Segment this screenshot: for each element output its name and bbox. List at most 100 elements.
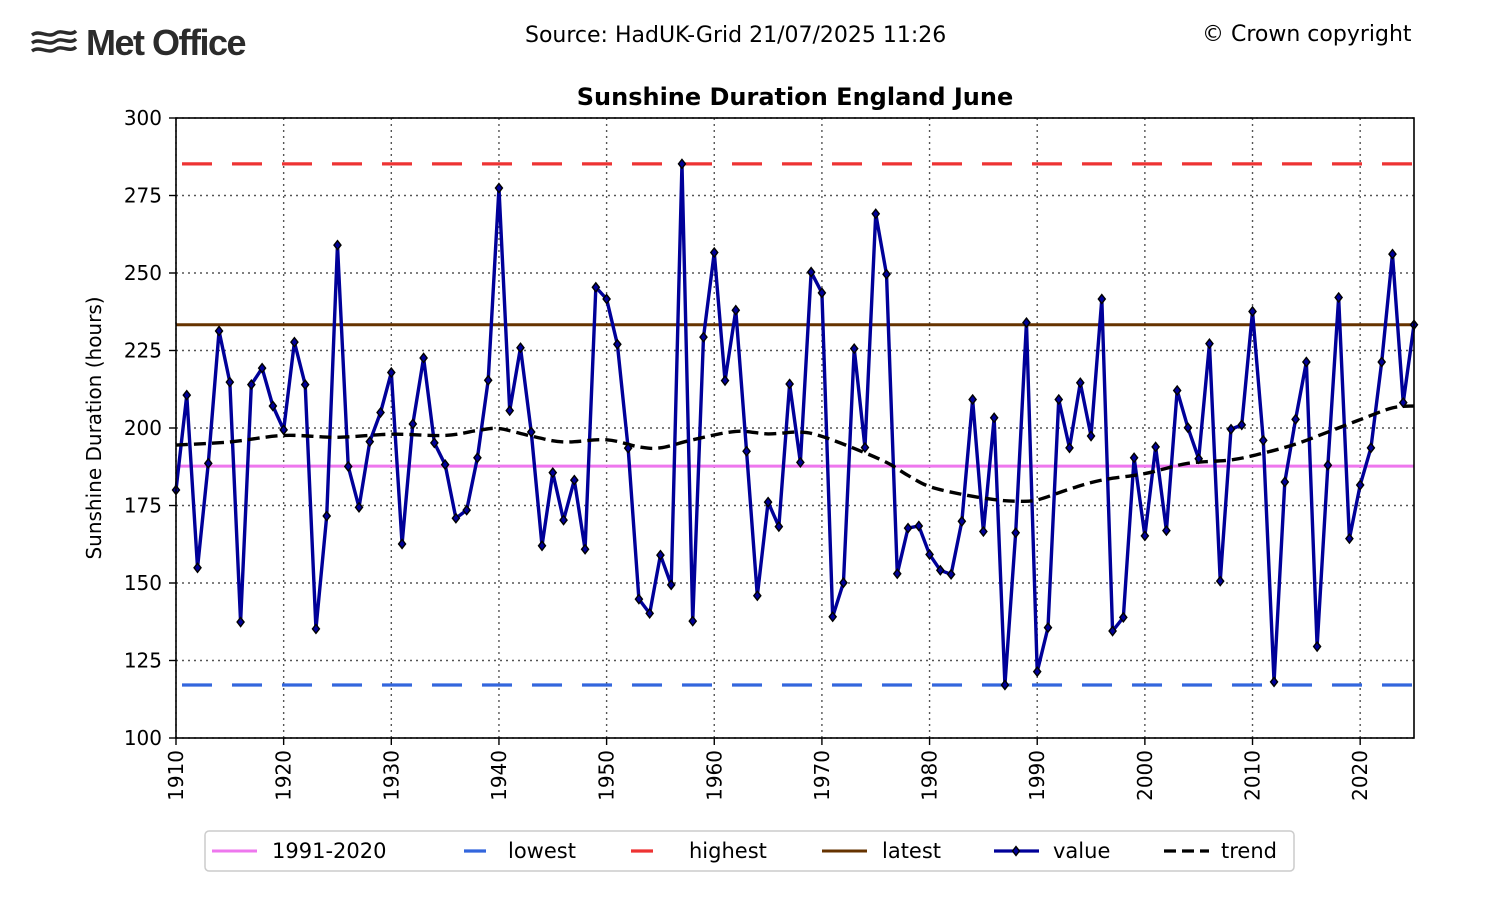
value-marker <box>892 568 902 580</box>
value-marker <box>946 568 956 580</box>
series <box>171 158 1419 691</box>
value-marker <box>731 304 741 316</box>
source-label: Source: HadUK-Grid 21/07/2025 11:26 <box>525 23 947 48</box>
value-marker <box>1000 679 1010 691</box>
value-marker <box>752 590 762 602</box>
value-marker <box>376 406 385 419</box>
value-marker <box>1280 476 1290 488</box>
value-marker <box>462 504 472 516</box>
legend-item-lowest: lowest <box>464 839 576 863</box>
value-marker <box>828 611 838 623</box>
value-marker <box>677 158 687 170</box>
value-marker <box>1129 452 1139 464</box>
value-marker <box>354 501 364 514</box>
value-marker <box>1237 419 1247 431</box>
x-tick-label: 1960 <box>702 750 726 801</box>
value-marker <box>300 378 310 391</box>
value-marker <box>279 424 289 436</box>
value-marker <box>526 426 536 438</box>
trend-line <box>175 404 1415 504</box>
value-marker <box>1312 640 1322 653</box>
value-marker <box>645 607 655 620</box>
x-tick-label: 1980 <box>918 750 942 801</box>
value-marker <box>1054 393 1064 406</box>
value-marker <box>494 182 504 194</box>
y-tick-label: 150 <box>124 571 162 595</box>
reference-lines <box>176 162 1414 687</box>
value-marker <box>1108 625 1117 637</box>
value-marker <box>935 564 945 576</box>
value-marker <box>591 281 601 293</box>
value-marker <box>1388 248 1397 260</box>
value-marker <box>505 404 515 417</box>
value-marker <box>602 293 611 305</box>
value-marker <box>569 474 579 486</box>
value-marker <box>709 246 719 259</box>
value-marker <box>1075 377 1085 389</box>
value-marker <box>1043 621 1053 634</box>
legend-label: trend <box>1221 839 1277 863</box>
y-tick-label: 300 <box>124 106 162 130</box>
value-marker <box>440 458 450 471</box>
waves-icon <box>30 29 78 53</box>
value-marker <box>1334 291 1344 304</box>
x-tick-label: 1920 <box>272 750 296 801</box>
value-marker <box>817 287 827 299</box>
value-marker <box>365 435 375 448</box>
value-marker <box>548 466 558 479</box>
x-tick-label: 2000 <box>1133 750 1157 801</box>
value-marker <box>1140 530 1150 542</box>
value-marker <box>612 338 622 350</box>
value-marker <box>1215 575 1225 587</box>
value-marker <box>1291 413 1300 425</box>
value-marker <box>742 445 751 457</box>
value-marker <box>785 378 795 390</box>
value-marker <box>343 460 353 473</box>
value-marker <box>634 593 644 605</box>
legend-item-average: 1991-2020 <box>212 839 386 863</box>
value-marker <box>1355 479 1365 491</box>
value-marker <box>720 374 730 387</box>
value-marker <box>311 623 321 635</box>
value-marker <box>1248 305 1257 318</box>
value-marker <box>979 525 988 538</box>
value-marker <box>246 378 256 391</box>
legend-label: highest <box>689 839 767 863</box>
value-marker <box>774 520 784 533</box>
value-marker <box>914 520 924 532</box>
legend-item-trend: trend <box>1164 839 1277 863</box>
x-tick-label: 1910 <box>164 750 188 801</box>
legend-item-latest: latest <box>822 839 941 863</box>
met-office-logo: Met Office <box>30 22 247 64</box>
x-tick-label: 1940 <box>487 750 511 801</box>
value-marker <box>483 374 493 386</box>
value-marker <box>182 389 192 401</box>
value-marker <box>1011 527 1021 539</box>
value-marker <box>397 538 407 550</box>
value-marker <box>839 577 848 589</box>
y-tick-label: 200 <box>124 416 162 440</box>
value-marker <box>1194 453 1204 465</box>
value-marker <box>688 615 698 627</box>
value-marker <box>806 266 816 278</box>
value-marker <box>322 510 332 522</box>
legend-label: value <box>1053 839 1110 863</box>
value-marker <box>193 562 202 574</box>
value-marker <box>1366 442 1376 454</box>
x-tick-label: 1990 <box>1025 750 1049 801</box>
legend-label: 1991-2020 <box>272 839 386 863</box>
copyright-label: © Crown copyright <box>1202 22 1412 47</box>
value-marker <box>882 268 891 280</box>
value-marker <box>1183 422 1193 434</box>
value-marker <box>1345 533 1354 545</box>
value-marker <box>225 376 235 388</box>
value-marker <box>968 393 978 406</box>
value-marker <box>1151 441 1161 453</box>
value-marker <box>236 616 245 628</box>
value-marker <box>957 515 967 527</box>
value-marker <box>1398 396 1408 409</box>
value-marker <box>925 548 934 561</box>
value-marker <box>408 418 418 430</box>
value-marker <box>989 412 999 424</box>
